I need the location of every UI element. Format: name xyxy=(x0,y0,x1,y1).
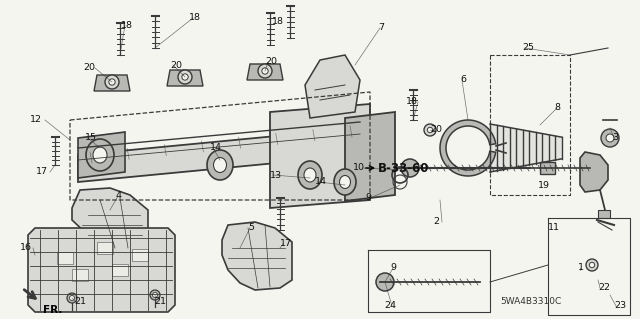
Circle shape xyxy=(70,295,74,300)
Circle shape xyxy=(109,79,115,85)
Text: 19: 19 xyxy=(538,182,550,190)
Ellipse shape xyxy=(339,175,351,189)
Circle shape xyxy=(262,68,268,74)
Text: 18: 18 xyxy=(121,20,133,29)
Polygon shape xyxy=(305,55,360,118)
Text: 12: 12 xyxy=(30,115,42,124)
Polygon shape xyxy=(78,132,125,178)
Text: 20: 20 xyxy=(83,63,95,72)
Text: 2: 2 xyxy=(433,218,439,226)
Polygon shape xyxy=(270,104,370,208)
Circle shape xyxy=(180,73,190,83)
Polygon shape xyxy=(345,112,395,201)
Bar xyxy=(598,210,610,218)
Circle shape xyxy=(105,75,119,89)
Circle shape xyxy=(376,273,394,291)
Text: 20: 20 xyxy=(170,61,182,70)
Polygon shape xyxy=(72,188,148,252)
Text: FR.: FR. xyxy=(43,305,62,315)
Text: 17: 17 xyxy=(280,240,292,249)
Circle shape xyxy=(178,70,192,84)
Bar xyxy=(132,249,148,261)
Polygon shape xyxy=(78,128,360,182)
Text: 23: 23 xyxy=(614,301,626,310)
Circle shape xyxy=(107,78,117,88)
Text: 5: 5 xyxy=(248,224,254,233)
Text: 21: 21 xyxy=(154,298,166,307)
Circle shape xyxy=(260,67,270,77)
Circle shape xyxy=(601,129,619,147)
Circle shape xyxy=(428,127,433,133)
Text: 21: 21 xyxy=(74,298,86,307)
Bar xyxy=(97,242,113,254)
Ellipse shape xyxy=(207,150,233,180)
Ellipse shape xyxy=(334,169,356,195)
Circle shape xyxy=(182,74,188,80)
Text: 20: 20 xyxy=(265,57,277,66)
Text: 9: 9 xyxy=(390,263,396,272)
Circle shape xyxy=(424,124,436,136)
Polygon shape xyxy=(490,124,562,172)
Text: 3: 3 xyxy=(612,133,618,143)
Text: 7: 7 xyxy=(378,24,384,33)
Bar xyxy=(112,264,128,276)
Text: 20: 20 xyxy=(430,125,442,135)
Polygon shape xyxy=(580,152,608,192)
Text: 18: 18 xyxy=(272,18,284,26)
Text: 16: 16 xyxy=(20,243,32,253)
Text: 14: 14 xyxy=(210,144,222,152)
Text: B-33-60: B-33-60 xyxy=(378,161,429,174)
Text: 18: 18 xyxy=(406,98,418,107)
Text: 25: 25 xyxy=(522,43,534,53)
Text: 24: 24 xyxy=(384,301,396,310)
Text: 8: 8 xyxy=(554,103,560,113)
Text: 17: 17 xyxy=(36,167,48,176)
Text: 18: 18 xyxy=(189,13,201,23)
Polygon shape xyxy=(28,228,175,312)
Polygon shape xyxy=(94,75,130,91)
Circle shape xyxy=(258,64,272,78)
Bar xyxy=(57,252,73,264)
Text: 13: 13 xyxy=(270,170,282,180)
Text: 14: 14 xyxy=(315,177,327,187)
Bar xyxy=(540,162,555,174)
Text: 22: 22 xyxy=(598,284,610,293)
Circle shape xyxy=(150,290,160,300)
Circle shape xyxy=(152,293,157,298)
Circle shape xyxy=(67,293,77,303)
Ellipse shape xyxy=(93,147,107,163)
Text: 4: 4 xyxy=(115,191,121,201)
Text: 5WA4B3310C: 5WA4B3310C xyxy=(500,298,561,307)
Text: 6: 6 xyxy=(460,76,466,85)
Ellipse shape xyxy=(86,139,114,171)
Polygon shape xyxy=(167,70,203,86)
Text: 15: 15 xyxy=(85,133,97,143)
Ellipse shape xyxy=(304,168,316,182)
Ellipse shape xyxy=(298,161,322,189)
Text: 11: 11 xyxy=(548,224,560,233)
Ellipse shape xyxy=(214,158,227,173)
Bar xyxy=(72,269,88,281)
Circle shape xyxy=(401,159,419,177)
Circle shape xyxy=(606,134,614,142)
Text: 9: 9 xyxy=(365,194,371,203)
Text: 10: 10 xyxy=(353,164,365,173)
Polygon shape xyxy=(440,120,496,176)
Text: 1: 1 xyxy=(578,263,584,272)
Circle shape xyxy=(589,262,595,268)
Polygon shape xyxy=(222,222,292,290)
Polygon shape xyxy=(247,64,283,80)
Circle shape xyxy=(586,259,598,271)
